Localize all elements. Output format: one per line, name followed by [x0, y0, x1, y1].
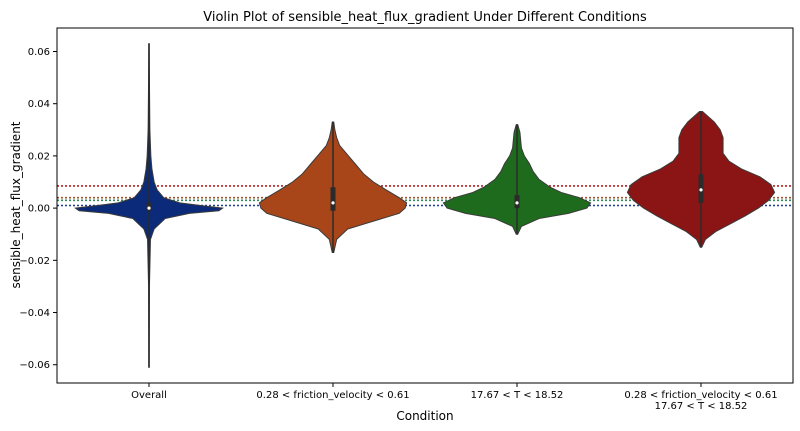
y-axis-title: sensible_heat_flux_gradient: [9, 121, 23, 288]
violin-group: [258, 121, 408, 253]
y-tick-label: 0.00: [28, 204, 50, 215]
chart-title: Violin Plot of sensible_heat_flux_gradie…: [203, 10, 647, 25]
violin-median: [331, 201, 335, 205]
violin-group: [442, 124, 592, 235]
violin-group: [74, 43, 224, 368]
violins: [74, 43, 776, 368]
y-tick-label: 0.04: [28, 99, 50, 110]
y-tick-label: −0.02: [19, 256, 50, 267]
y-tick-label: −0.06: [19, 360, 50, 371]
y-tick-label: 0.02: [28, 151, 50, 162]
x-axis-title: Condition: [396, 409, 453, 423]
x-tick-label: 17.67 < T < 18.52: [655, 401, 748, 412]
plot-frame: [56, 27, 794, 384]
violin-group: [626, 111, 776, 248]
violin-median: [147, 206, 151, 210]
violin-box: [330, 187, 336, 211]
x-tick-label: Overall: [131, 390, 167, 401]
y-tick-label: −0.04: [19, 308, 50, 319]
y-tick-label: 0.06: [28, 47, 50, 58]
violin-median: [515, 201, 519, 205]
y-axis: −0.06 −0.04 −0.02 0.00 0.02 0.04 0.06: [19, 47, 57, 371]
x-tick-label: 0.28 < friction_velocity < 0.61: [624, 390, 777, 401]
violin-median: [699, 188, 703, 192]
x-axis: Overall 0.28 < friction_velocity < 0.61 17…: [131, 383, 778, 412]
x-tick-label: 0.28 < friction_velocity < 0.61: [256, 390, 409, 401]
x-tick-label: 17.67 < T < 18.52: [471, 390, 564, 401]
